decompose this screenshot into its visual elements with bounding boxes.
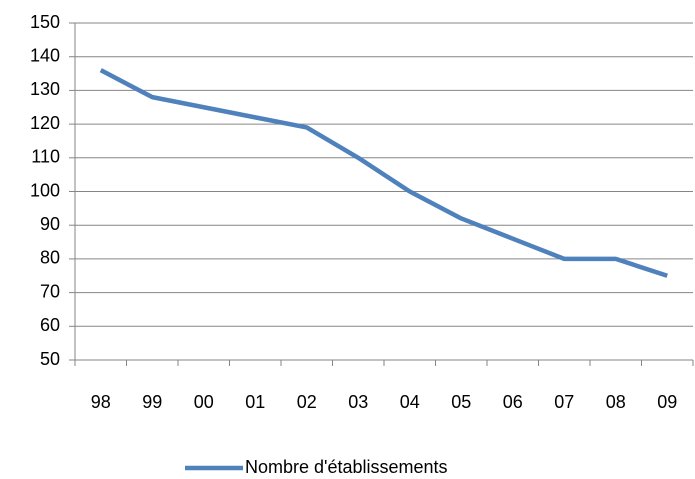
y-tick-label: 150 (30, 12, 60, 32)
x-tick-label: 01 (245, 392, 265, 412)
y-tick-label: 100 (30, 180, 60, 200)
y-tick-label: 110 (31, 147, 60, 167)
x-tick-label: 05 (451, 392, 471, 412)
y-tick-label: 70 (40, 281, 60, 301)
x-tick-label: 02 (297, 392, 317, 412)
x-tick-label: 03 (348, 392, 368, 412)
y-tick-label: 140 (30, 45, 60, 65)
y-tick-label: 120 (30, 113, 60, 133)
x-tick-label: 99 (142, 392, 162, 412)
x-tick-label: 06 (503, 392, 523, 412)
y-tick-label: 60 (40, 315, 60, 335)
x-tick-label: 98 (91, 392, 111, 412)
x-tick-label: 08 (606, 392, 626, 412)
data-line (99, 68, 668, 278)
y-tick-label: 130 (30, 79, 60, 99)
y-tick-label: 90 (40, 214, 60, 234)
x-tick-label: 09 (657, 392, 677, 412)
legend-label: Nombre d'établissements (245, 457, 448, 477)
x-tick-label: 04 (400, 392, 420, 412)
y-tick-label: 80 (40, 248, 60, 268)
x-tick-label: 07 (554, 392, 574, 412)
y-tick-label: 50 (40, 349, 60, 369)
x-tick-label: 00 (194, 392, 214, 412)
